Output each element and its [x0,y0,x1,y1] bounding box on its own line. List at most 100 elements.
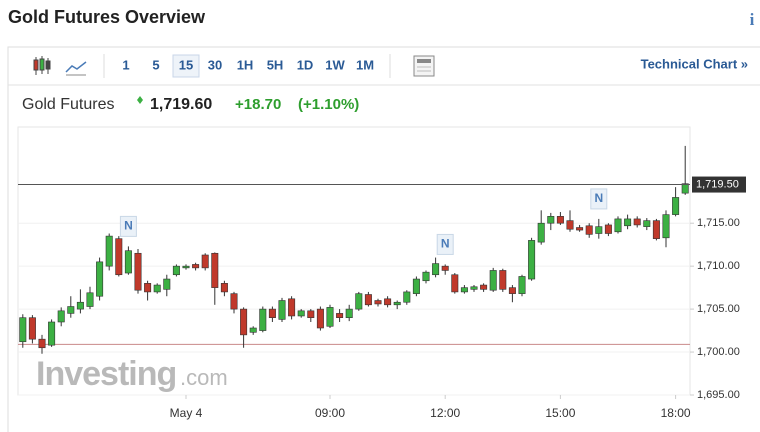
candle-body [643,220,651,227]
quote: Gold Futures 1,719.60 +18.70 (+1.10%) [22,96,359,113]
candle-body [48,321,56,346]
interval-button[interactable]: 1D [297,57,314,72]
candle-body [470,286,478,290]
candle-body [336,313,344,318]
last-price-box [692,176,746,193]
x-tick-label: 12:00 [430,406,460,420]
candle-body [19,317,27,343]
news-marker-label[interactable]: N [124,219,133,233]
candle-body [556,216,564,224]
candle-body [288,298,296,317]
candle-body [28,317,36,340]
candle-body [86,292,94,307]
candle-body [230,293,238,310]
candle-body [249,327,257,333]
info-icon[interactable]: i [750,10,755,29]
candle-body [441,265,449,271]
candle-body [672,197,680,215]
candle-body [316,308,324,329]
candle-body [460,287,468,293]
candle-body [364,294,372,306]
candle-body [652,220,660,239]
interval-button[interactable]: 1M [356,57,374,72]
candle-body [192,264,200,269]
candle-body [547,216,555,224]
y-tick-label: 1,715.00 [697,217,740,229]
candle-body [211,252,219,288]
candle-body [604,224,612,234]
candle-body [499,270,507,290]
y-tick-label: 1,705.00 [697,303,740,315]
candle-body [345,308,353,318]
candle-body [220,283,228,293]
candle-body [326,307,334,327]
candle-body [57,310,65,323]
interval-button[interactable]: 30 [208,57,222,72]
candle-body [268,308,276,318]
candle-body [307,310,315,318]
candle-body [240,308,248,336]
toolbar: Technical Chart » 1 5 15 30 1H 5H 1D 1W 1M [33,54,748,78]
candle-icon[interactable] [33,56,51,75]
last-price-label: 1,719.50 [696,178,739,190]
up-arrow [137,96,143,104]
candle-body [105,235,113,267]
candle-body [384,298,392,306]
candle-body [163,278,171,290]
candle-body [153,284,161,293]
widget-frame [7,46,760,432]
x-tick-label: 09:00 [315,406,345,420]
candle-body [633,218,641,226]
candle-body [297,310,305,317]
news-marker[interactable] [590,188,608,210]
candle-body [624,218,632,227]
candle-body [403,291,411,303]
watermark-brand: Investing [36,355,176,393]
news-marker[interactable] [119,215,137,237]
line-icon[interactable] [65,61,87,76]
interval-button[interactable]: 5 [152,57,159,72]
news-marker[interactable] [436,233,454,255]
candle-body [76,301,84,310]
candle-body [412,278,420,294]
candle-body [528,240,536,280]
x-tick-label: May 4 [170,406,203,420]
candle-body [201,254,209,269]
x-tick-label: 18:00 [661,406,691,420]
candle-body [585,225,593,235]
news-marker-label[interactable]: N [441,237,450,251]
y-tick-label: 1,695.00 [697,389,740,401]
calendar-icon[interactable] [413,55,435,77]
y-tick-label: 1,700.00 [697,346,740,358]
interval-button[interactable]: 1 [122,57,129,72]
interval-button[interactable]: 1H [237,57,254,72]
change-percent: (+1.10%) [298,96,359,113]
price: 1,719.60 [150,96,212,113]
candle-body [681,183,689,194]
candle-body [662,214,670,239]
candle-body [480,284,488,290]
candle-body [374,300,382,305]
interval-button[interactable]: 15 [179,57,193,72]
candle-body [144,283,152,293]
candle-body [67,306,75,314]
widget-title: Gold Futures Overview [8,7,206,27]
plot: 1,695.00 1,700.00 1,705.00 1,710.00 1,715.00… [18,145,746,420]
x-tick-label: 15:00 [545,406,575,420]
candle-body [38,338,46,349]
technical-chart-link[interactable]: Technical Chart » [641,56,748,71]
candle-body [115,238,123,276]
candle-body [278,300,286,320]
candle-body [172,265,180,276]
candle-body [259,308,267,331]
candle-body [595,226,603,234]
interval-button[interactable]: 1W [325,57,345,72]
candle-body [451,274,459,293]
candle-body [508,287,516,294]
news-marker-label[interactable]: N [594,191,603,205]
interval-button[interactable]: 5H [267,57,284,72]
candle-body [614,218,622,233]
candle-body [182,265,190,269]
y-tick-label: 1,710.00 [697,260,740,272]
